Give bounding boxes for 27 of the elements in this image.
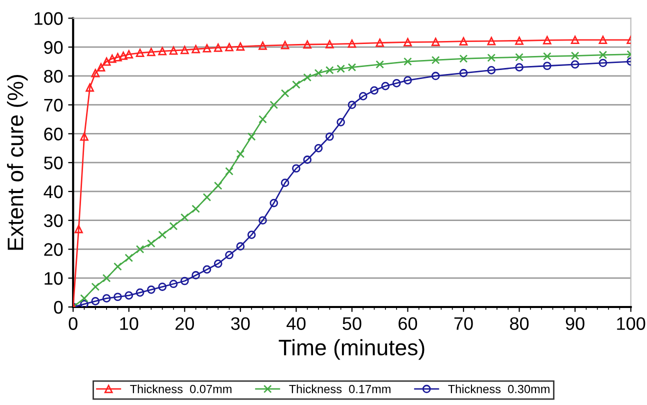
x-axis-title: Time (minutes): [278, 339, 424, 360]
x-tick-label: 70: [454, 317, 473, 330]
x-tick-label: 90: [566, 317, 584, 330]
x-tick-label: 100: [617, 317, 646, 330]
y-tick-label: 40: [44, 185, 63, 198]
y-tick-label: 30: [44, 214, 63, 228]
y-tick-label: 50: [44, 156, 63, 170]
x-tick-label: 50: [342, 317, 362, 330]
y-tick-label: 20: [44, 243, 63, 256]
x-tick-label: 60: [398, 317, 418, 330]
legend-label: Thickness 0.30mm: [448, 384, 550, 394]
x-tick-label: 10: [120, 317, 138, 330]
y-tick-label: 60: [44, 128, 63, 140]
x-tick-label: 0: [68, 317, 78, 330]
y-tick-label: 90: [44, 41, 63, 54]
x-tick-label: 40: [286, 317, 306, 330]
x-tick-label: 30: [231, 317, 250, 330]
y-tick-label: 0: [54, 300, 63, 314]
y-tick-label: 80: [44, 70, 63, 83]
y-axis-title: Extent of cure (%): [6, 75, 28, 250]
y-tick-label: 10: [44, 272, 63, 285]
legend-label: Thickness 0.07mm: [130, 384, 232, 394]
x-tick-label: 80: [510, 317, 529, 330]
legend-label: Thickness 0.17mm: [289, 384, 390, 394]
x-tick-label: 20: [176, 317, 194, 330]
y-tick-label: 100: [34, 12, 63, 25]
y-tick-label: 70: [44, 98, 63, 112]
